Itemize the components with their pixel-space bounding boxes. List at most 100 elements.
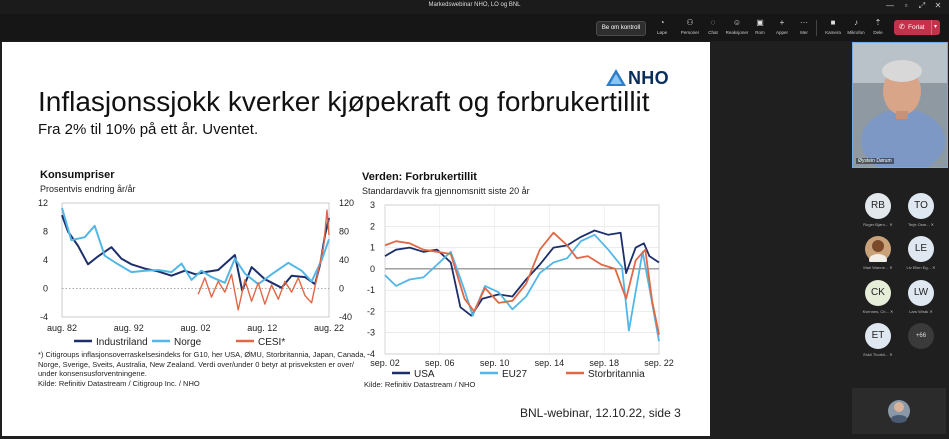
y-left-tick-label: -4: [40, 312, 48, 322]
nho-logo-mark-icon: [606, 69, 626, 86]
self-view-avatar-icon: [888, 400, 910, 423]
slide-headline: Inflasjonssjokk kverker kjøpekraft og fo…: [38, 86, 650, 117]
toolbar-item-apps[interactable]: + Apper: [770, 18, 794, 35]
maximize-icon[interactable]: ▫: [904, 1, 908, 10]
participant-tile[interactable]: LW Lars Wirak ✕: [898, 280, 944, 314]
more-participants[interactable]: +66: [898, 323, 944, 349]
slide-page-footer: BNL-webinar, 12.10.22, side 3: [520, 406, 681, 420]
participant-tile[interactable]: TO Terje Osm... ✕: [898, 193, 944, 227]
toolbar-item-rooms[interactable]: ▣ Rom: [748, 18, 772, 35]
legend-label: EU27: [502, 369, 527, 380]
mic-muted-icon: ✕: [889, 352, 893, 357]
people-icon: ⚇: [686, 18, 694, 27]
y-right-tick-label: 40: [339, 255, 349, 265]
legend-label: CESI*: [258, 337, 285, 348]
y-right-tick-label: 120: [339, 198, 354, 208]
series-line: [384, 231, 660, 335]
toolbar-item-people[interactable]: ⚇ Personer: [678, 18, 702, 35]
toolbar-item-camera[interactable]: ■ Kamera: [821, 18, 845, 35]
mic-muted-icon: ✕: [889, 265, 893, 270]
mic-muted-icon: ✕: [889, 222, 893, 227]
participant-tile[interactable]: LE Liv Ellen Eg... ✕: [898, 236, 944, 270]
phone-hangup-icon: ✆: [899, 24, 905, 31]
chart-source-right: Kilde: Refinitiv Datastream / NHO: [364, 380, 476, 389]
speaker-portrait-icon: [853, 43, 947, 167]
avatar: RB: [865, 193, 891, 219]
chart-subtitle: Prosentvis endring år/år: [40, 184, 136, 194]
leave-label: Forlat: [908, 24, 925, 31]
chevron-down-icon[interactable]: ▾: [930, 20, 937, 35]
series-line: [384, 229, 660, 317]
mic-muted-icon: ✕: [929, 309, 933, 314]
y-tick-label: -1: [367, 285, 375, 295]
close-icon[interactable]: ✕: [934, 1, 942, 10]
series-line: [61, 214, 330, 292]
y-tick-label: 3: [370, 200, 375, 210]
series-line: [197, 209, 330, 311]
toolbar-item-more[interactable]: ··· Mer: [792, 18, 816, 35]
toolbar-divider: [816, 20, 817, 36]
fullscreen-icon[interactable]: ⤢: [918, 1, 926, 10]
participant-name: Kvennes, Ch...: [862, 309, 889, 314]
minimize-icon[interactable]: —: [886, 1, 894, 10]
toolbar-item-chat[interactable]: ◌ Chat: [701, 18, 725, 35]
person-photo-icon: [869, 240, 887, 266]
nho-logo-text: NHO: [628, 68, 669, 88]
participant-name: Terje Osm...: [907, 222, 930, 227]
participant-tile[interactable]: CK Kvennes, Ch... ✕: [855, 280, 901, 314]
toolbar-item-share[interactable]: ⇡ Dele: [866, 18, 890, 35]
window-title-bar: Markedswebinar NHO, LO og BNL — ▫ ⤢ ✕: [0, 0, 949, 14]
y-left-tick-label: 0: [43, 284, 48, 294]
y-left-tick-label: 4: [43, 255, 48, 265]
chat-icon: ◌: [710, 18, 716, 27]
participant-name: Liv Ellen Eg...: [906, 265, 931, 270]
mic-muted-icon: ✕: [890, 309, 894, 314]
participant-tile[interactable]: RB Roger Bjørn... ✕: [855, 193, 901, 227]
x-tick-label: aug. 82: [47, 323, 77, 333]
y-right-tick-label: 80: [339, 227, 349, 237]
meeting-toolbar: Be om kontroll ◔ Løpe ⚇ Personer ◌ Chat …: [0, 14, 949, 41]
self-view[interactable]: [852, 388, 946, 434]
avatar-photo: [865, 236, 891, 266]
microphone-icon: ♪: [854, 18, 858, 27]
request-control-button[interactable]: Be om kontroll: [596, 21, 646, 36]
participant-tile[interactable]: ET Eskil Thorkil... ✕: [855, 323, 901, 357]
toolbar-item-reactions[interactable]: ☺ Reaksjoner: [725, 18, 749, 35]
y-left-tick-label: 12: [38, 198, 48, 208]
y-left-tick-label: 8: [43, 227, 48, 237]
legend-label: Norge: [174, 337, 202, 348]
toolbar-item-timer[interactable]: ◔ Løpe: [650, 18, 674, 35]
speaker-video[interactable]: Øystein Dørum: [852, 42, 948, 168]
series-line: [384, 233, 660, 342]
x-tick-label: aug. 92: [114, 323, 144, 333]
y-tick-label: 0: [370, 264, 375, 274]
more-icon: ···: [800, 18, 808, 27]
participant-name: Mari Wanne...: [863, 265, 889, 270]
legend-label: Storbritannia: [588, 369, 645, 380]
toolbar-item-microphone[interactable]: ♪ Mikrofon: [844, 18, 868, 35]
avatar: CK: [865, 280, 891, 306]
y-tick-label: 1: [370, 243, 375, 253]
x-tick-label: sep. 06: [425, 358, 455, 368]
share-icon: ⇡: [874, 18, 882, 27]
chart-subtitle: Standardavvik fra gjennomsnitt siste 20 …: [362, 186, 530, 196]
leave-button[interactable]: ✆ Forlat ▾: [894, 20, 940, 35]
participant-tile[interactable]: Mari Wanne... ✕: [855, 236, 901, 270]
x-tick-label: aug. 22: [314, 323, 344, 333]
x-tick-label: sep. 02: [370, 358, 400, 368]
y-right-tick-label: 0: [339, 284, 344, 294]
slide-subhead: Fra 2% til 10% på ett år. Uventet.: [38, 121, 259, 138]
y-tick-label: 2: [370, 221, 375, 231]
window-title: Markedswebinar NHO, LO og BNL: [428, 2, 521, 8]
legend-label: Industriland: [96, 337, 148, 348]
plot-area: [384, 204, 660, 355]
legend-label: USA: [414, 369, 435, 380]
avatar: LE: [908, 236, 934, 262]
rooms-icon: ▣: [756, 18, 764, 27]
chart-title: Konsumpriser: [40, 169, 115, 181]
y-tick-label: -4: [367, 349, 375, 359]
plot-area: [61, 202, 330, 318]
participant-name: Roger Bjørn...: [863, 222, 889, 227]
x-tick-label: aug. 12: [247, 323, 277, 333]
